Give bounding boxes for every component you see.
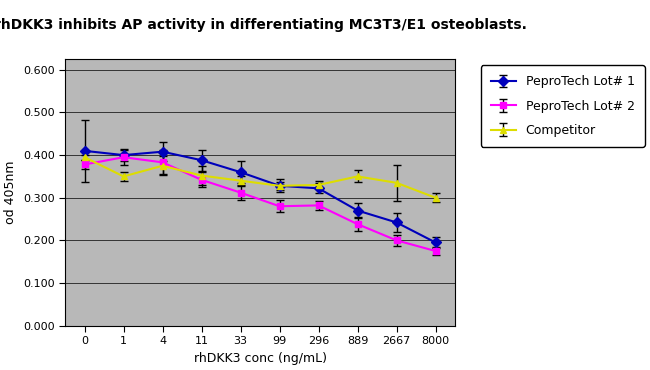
Text: rhDKK3 inhibits AP activity in differentiating MC3T3/E1 osteoblasts.: rhDKK3 inhibits AP activity in different… <box>0 18 526 33</box>
Y-axis label: od 405nm: od 405nm <box>5 161 18 224</box>
Legend: PeproTech Lot# 1, PeproTech Lot# 2, Competitor: PeproTech Lot# 1, PeproTech Lot# 2, Comp… <box>481 65 645 147</box>
X-axis label: rhDKK3 conc (ng/mL): rhDKK3 conc (ng/mL) <box>194 352 326 364</box>
